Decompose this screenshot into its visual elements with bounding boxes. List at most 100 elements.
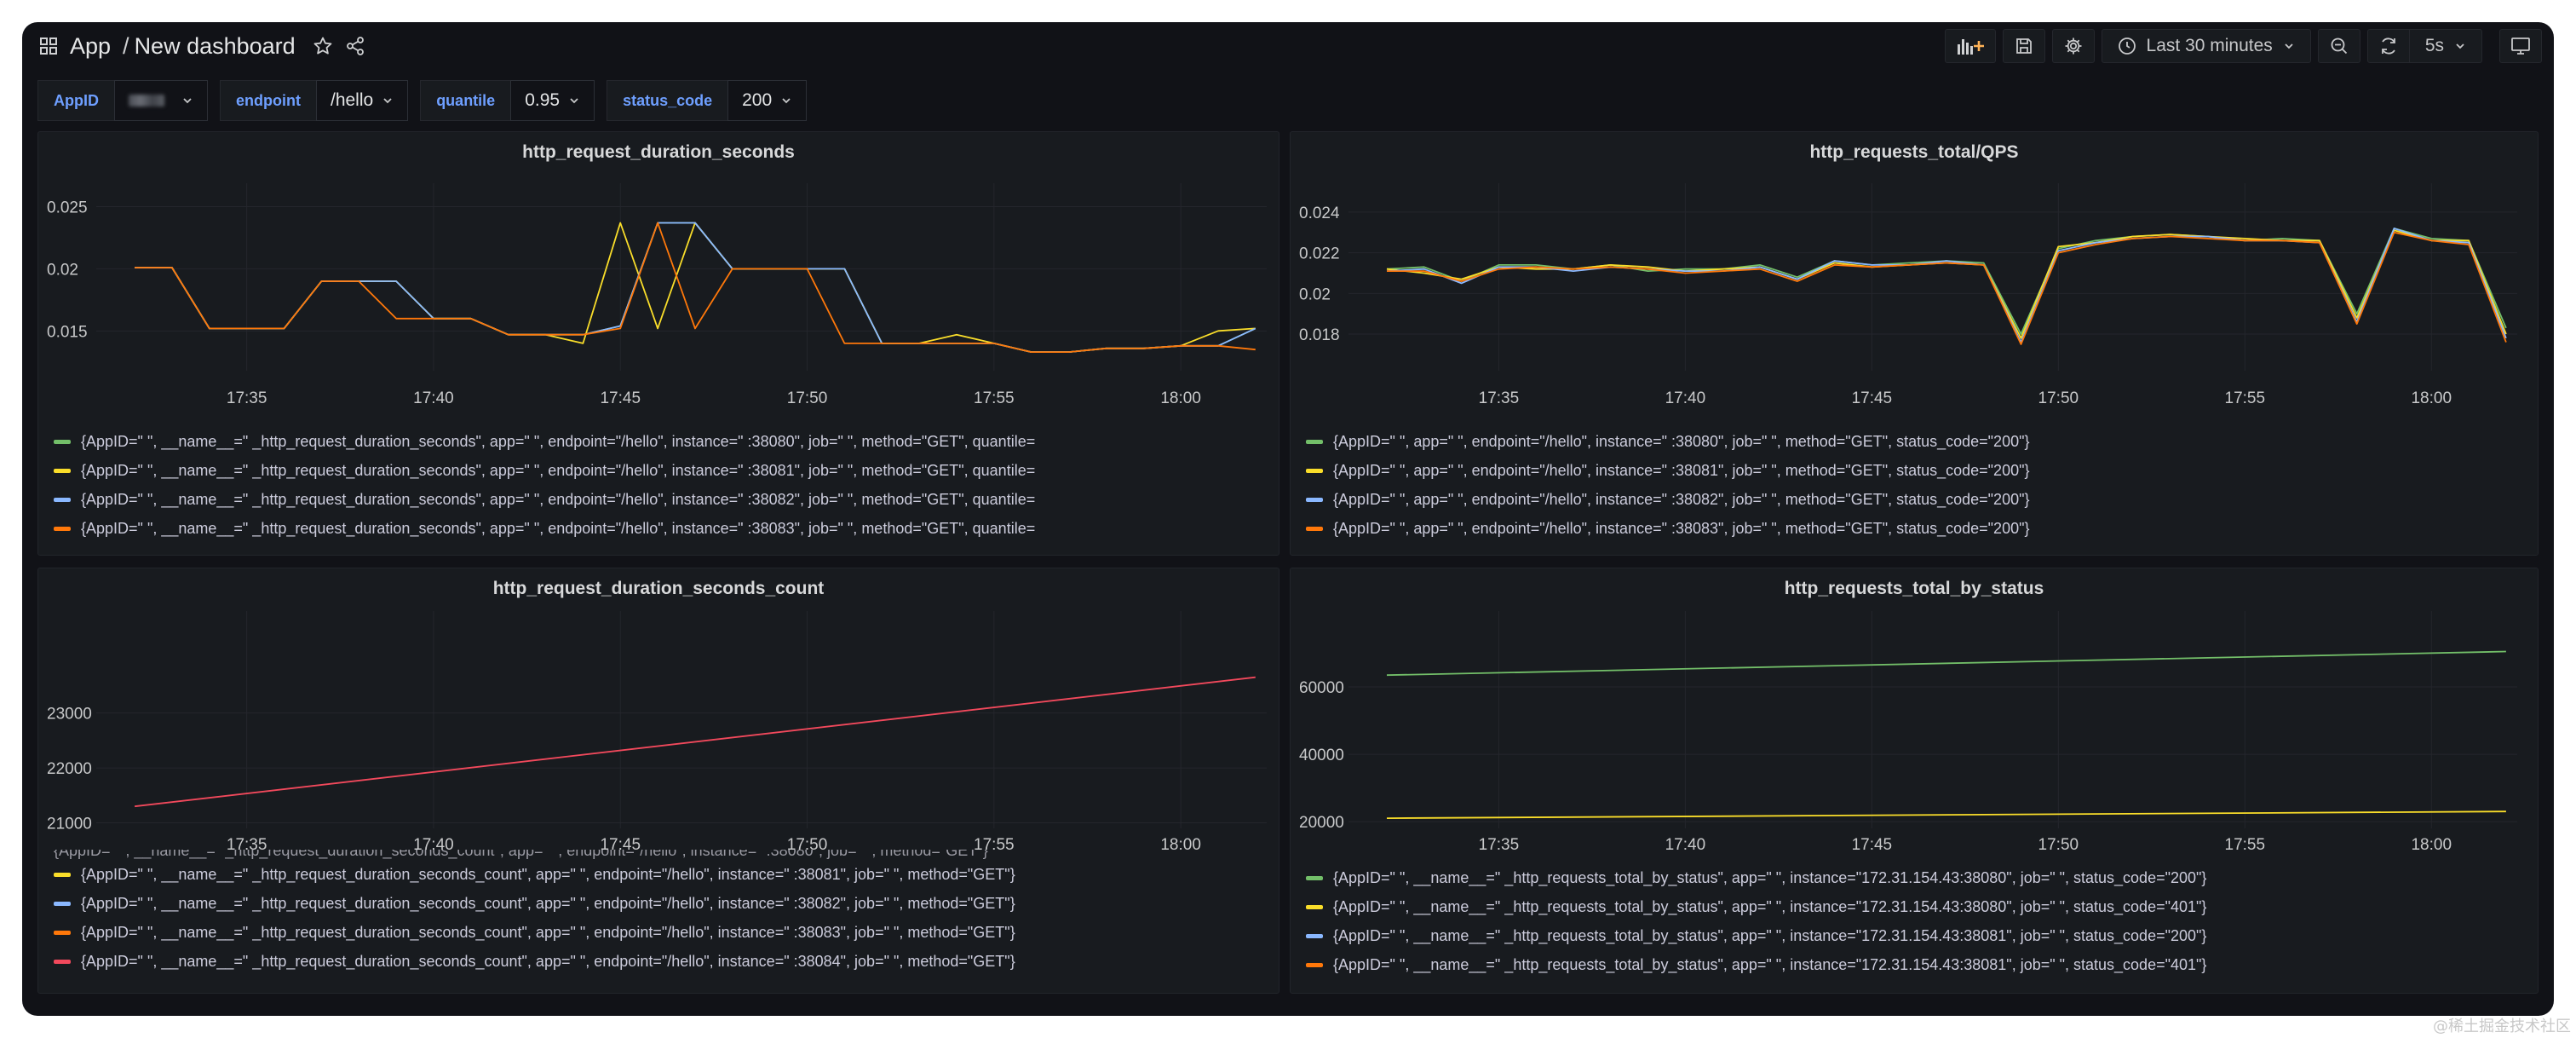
legend-item[interactable]: {AppID=" ", __name__=" _http_request_dur…	[54, 456, 1270, 485]
variable-endpoint-select[interactable]: /hello	[315, 80, 409, 121]
zoom-out-icon	[2329, 36, 2349, 56]
panel-legend: {AppID=" ", __name__=" _http_request_dur…	[54, 427, 1270, 543]
chevron-down-icon	[780, 95, 792, 107]
timeseries-plot[interactable]: 17:35 17:40 17:45 17:50 17:55 18:00 20000 40000…	[1291, 568, 2539, 875]
legend-item[interactable]: {AppID=" ", __name__=" _http_request_dur…	[54, 427, 1270, 456]
refresh-button[interactable]	[2366, 29, 2410, 63]
legend-item-partial[interactable]: {AppID=" ", __name__=" _http_request_dur…	[54, 850, 1270, 860]
page-title[interactable]: New dashboard	[134, 32, 296, 59]
legend-label: {AppID=" ", app=" ", endpoint="/hello", …	[1333, 490, 2030, 508]
series-swatch	[1306, 526, 1323, 531]
timeseries-plot[interactable]: 17:35 17:40 17:45 17:50 17:55 18:00 21000 22000…	[38, 568, 1279, 858]
tv-mode-button[interactable]	[2499, 29, 2542, 63]
add-panel-icon	[1956, 36, 1985, 56]
breadcrumb-app[interactable]: App	[70, 32, 112, 59]
variable-value: 200	[742, 90, 773, 110]
time-range-label: Last 30 minutes	[2146, 36, 2273, 55]
legend-item[interactable]: {AppID=" ", app=" ", endpoint="/hello", …	[1306, 514, 2529, 543]
star-icon[interactable]	[313, 36, 333, 56]
variable-label: endpoint	[220, 80, 316, 121]
x-tick-label: 17:55	[2225, 836, 2266, 854]
legend-label: {AppID=" ", app=" ", endpoint="/hello", …	[1333, 432, 2030, 450]
variable-appid-select[interactable]	[114, 80, 208, 121]
legend-item[interactable]: {AppID=" ", __name__=" _http_requests_to…	[1306, 892, 2529, 921]
share-icon[interactable]	[345, 36, 365, 56]
panel-http-request-duration-seconds-count[interactable]: http_request_duration_seconds_count 17:3…	[37, 568, 1279, 994]
panel-http-requests-total-qps[interactable]: http_requests_total/QPS 17:35 17:40 17:45 1…	[1290, 131, 2539, 556]
legend-item[interactable]: {AppID=" ", __name__=" _http_requests_to…	[1306, 863, 2529, 892]
refresh-interval-picker[interactable]: 5s	[2409, 29, 2482, 63]
chevron-down-icon	[2454, 40, 2466, 52]
series-line-blue	[135, 222, 1256, 354]
legend-item[interactable]: {AppID=" ", __name__=" _http_request_dur…	[54, 918, 1270, 947]
variable-status-code-select[interactable]: 200	[727, 80, 808, 121]
legend-label: {AppID=" ", __name__=" _http_request_dur…	[81, 952, 1015, 970]
timeseries-plot[interactable]: 17:35 17:40 17:45 17:50 17:55 18:00 0.018 0.02 0…	[1291, 132, 2539, 439]
x-tick-label: 18:00	[1160, 836, 1201, 854]
x-tick-label: 17:45	[1852, 389, 1893, 407]
series-swatch	[1306, 875, 1323, 880]
series-swatch	[54, 497, 71, 502]
legend-item[interactable]: {AppID=" ", __name__=" _http_requests_to…	[1306, 950, 2529, 979]
panel-http-request-duration-seconds[interactable]: http_request_duration_seconds 17:35 17:40…	[37, 131, 1279, 556]
variable-quantile-select[interactable]: 0.95	[510, 80, 595, 121]
legend-item[interactable]: {AppID=" ", __name__=" _http_request_dur…	[54, 514, 1270, 543]
legend-item[interactable]: {AppID=" ", app=" ", endpoint="/hello", …	[1306, 427, 2529, 456]
breadcrumb: App / New dashboard	[39, 22, 365, 70]
refresh-interval-label: 5s	[2424, 36, 2444, 55]
series-line-yellow	[1386, 810, 2506, 819]
panel-legend: {AppID=" ", app=" ", endpoint="/hello", …	[1306, 427, 2529, 543]
legend-item[interactable]: {AppID=" ", app=" ", endpoint="/hello", …	[1306, 456, 2529, 485]
panel-http-requests-total-by-status[interactable]: http_requests_total_by_status 17:35 17:40…	[1290, 568, 2539, 994]
x-tick-label: 18:00	[2412, 836, 2452, 854]
variable-appid: AppID	[37, 80, 208, 121]
panel-title: http_requests_total_by_status	[1784, 579, 2044, 598]
x-tick-label: 17:45	[1852, 836, 1893, 854]
legend-label: {AppID=" ", __name__=" _http_requests_to…	[1333, 868, 2207, 886]
apps-grid-icon[interactable]	[39, 37, 58, 55]
timeseries-plot[interactable]: 17:35 17:40 17:45 17:50 17:55 18:00 0.015 0.02 0…	[38, 132, 1279, 439]
legend-item[interactable]: {AppID=" ", app=" ", endpoint="/hello", …	[1306, 485, 2529, 514]
variable-quantile: quantile 0.95	[420, 80, 595, 121]
series-swatch	[1306, 962, 1323, 967]
series-swatch	[1306, 468, 1323, 473]
legend-item[interactable]: {AppID=" ", __name__=" _http_requests_to…	[1306, 921, 2529, 950]
x-tick-label: 17:45	[600, 389, 641, 407]
legend-item[interactable]: {AppID=" ", __name__=" _http_request_dur…	[54, 947, 1270, 976]
x-tick-label: 17:35	[227, 389, 267, 407]
legend-label: {AppID=" ", __name__=" _http_request_dur…	[81, 490, 1036, 508]
variable-label: status_code	[607, 80, 728, 121]
legend-item[interactable]: {AppID=" ", __name__=" _http_request_dur…	[54, 860, 1270, 889]
x-tick-label: 17:40	[413, 836, 454, 854]
x-tick-label: 17:50	[787, 389, 828, 407]
legend-label: {AppID=" ", __name__=" _http_request_dur…	[81, 432, 1036, 450]
save-icon	[2015, 37, 2033, 55]
save-dashboard-button[interactable]	[2002, 29, 2045, 63]
zoom-out-button[interactable]	[2317, 29, 2360, 63]
redacted-value	[129, 95, 164, 107]
time-range-picker[interactable]: Last 30 minutes	[2101, 29, 2311, 63]
series-line-green	[135, 222, 1256, 354]
legend-label: {AppID=" ", __name__=" _http_requests_to…	[1333, 926, 2207, 944]
series-swatch	[1306, 904, 1323, 909]
series-line-yellow	[135, 222, 1256, 354]
series-line-red	[134, 676, 1256, 808]
series-swatch	[54, 930, 71, 935]
y-tick-label: 23000	[47, 706, 92, 724]
add-panel-button[interactable]	[1944, 29, 1996, 63]
monitor-icon	[2510, 37, 2531, 55]
y-tick-label: 0.018	[1299, 326, 1340, 344]
chevron-down-icon	[2283, 40, 2295, 52]
series-line-green	[1386, 650, 2506, 677]
legend-label: {AppID=" ", __name__=" _http_request_dur…	[81, 461, 1036, 479]
x-tick-label: 17:35	[1479, 836, 1520, 854]
panel-title: http_request_duration_seconds	[522, 142, 795, 162]
legend-item[interactable]: {AppID=" ", __name__=" _http_request_dur…	[54, 485, 1270, 514]
dashboard-settings-button[interactable]	[2051, 29, 2095, 63]
x-tick-label: 17:55	[974, 389, 1015, 407]
legend-label: {AppID=" ", __name__=" _http_request_dur…	[81, 894, 1015, 912]
panel-legend: {AppID=" ", __name__=" _http_requests_to…	[1306, 863, 2529, 979]
x-tick-label: 17:40	[1665, 389, 1706, 407]
legend-item[interactable]: {AppID=" ", __name__=" _http_request_dur…	[54, 889, 1270, 918]
y-tick-label: 0.02	[47, 261, 78, 279]
